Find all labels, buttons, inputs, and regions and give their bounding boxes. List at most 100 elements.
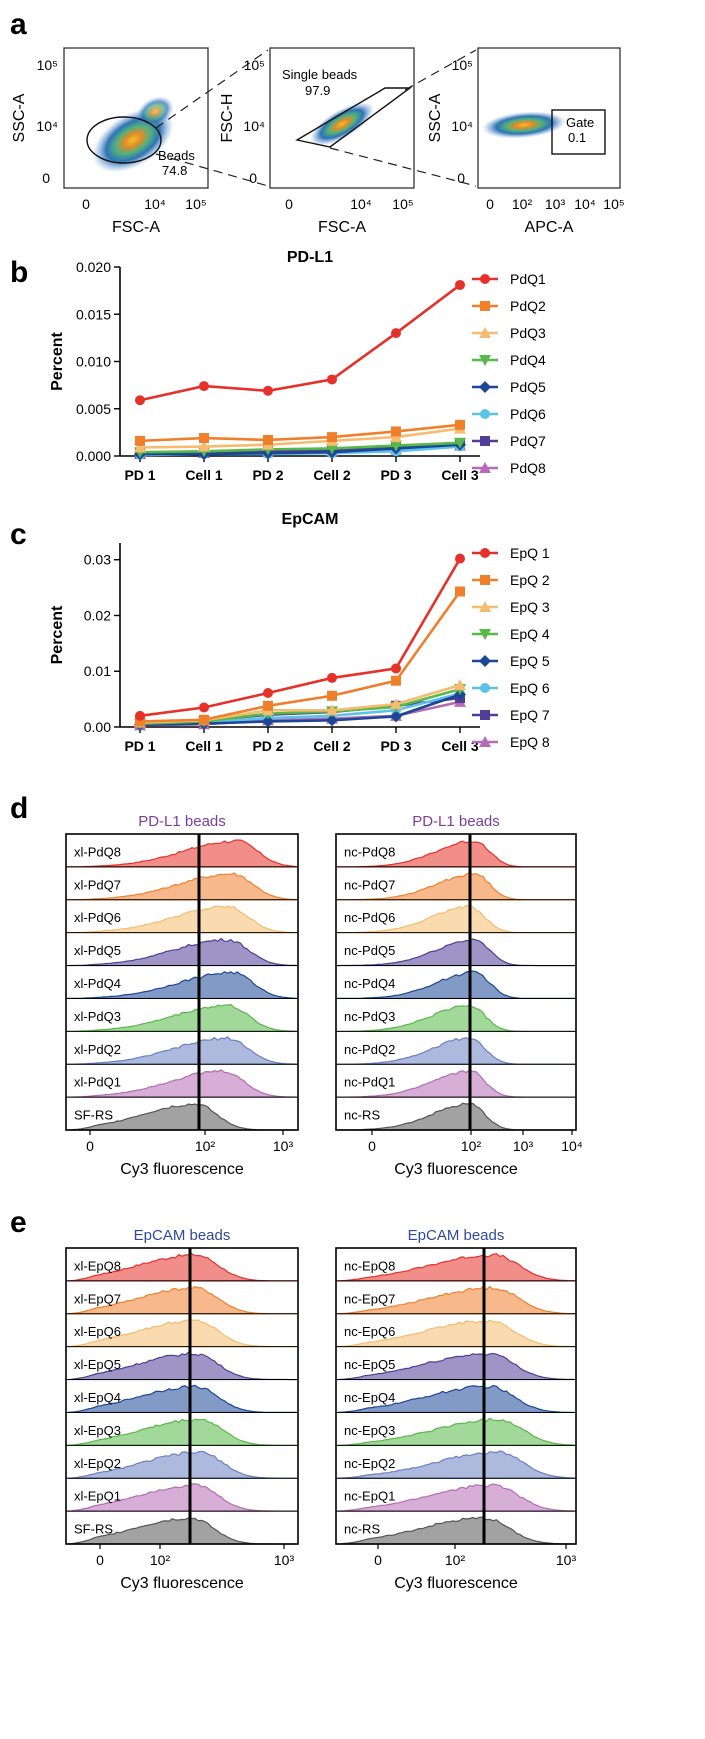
y-tick-label: 0.03 — [84, 552, 111, 568]
histogram-curve — [67, 937, 297, 967]
series-line-epq1 — [139, 557, 462, 718]
x-tick-label: 10³ — [273, 1138, 294, 1154]
row-label: SF-RS — [74, 1522, 113, 1537]
bead-cloud — [482, 111, 566, 139]
y-tick-label: 0.01 — [84, 663, 111, 679]
row-label: nc-PdQ4 — [344, 976, 395, 991]
x-tick-label: Cell 3 — [441, 738, 479, 754]
x-tick-label: PD 3 — [380, 738, 411, 754]
legend-marker — [479, 327, 491, 338]
histogram-title: PD-L1 beads — [412, 813, 500, 830]
row-label: xl-EpQ2 — [74, 1456, 121, 1471]
legend-label: PdQ3 — [510, 325, 546, 341]
bead-cloud-upper — [136, 96, 174, 128]
row-label: nc-RS — [344, 1108, 380, 1123]
series-line-pdq5 — [140, 443, 461, 456]
row-label: nc-EpQ7 — [344, 1291, 395, 1306]
legend-label: EpQ 8 — [510, 734, 550, 750]
data-point-pdq2 — [391, 426, 401, 437]
data-point-pdq1 — [455, 279, 465, 290]
pdl1-line-chart: PD-L1 Percent 0.000 0.005 0.010 0.015 0.020 PD … — [49, 249, 546, 483]
zoom-line — [404, 49, 477, 91]
legend-label: EpQ 7 — [510, 707, 550, 723]
row-label: xl-EpQ6 — [74, 1324, 121, 1339]
histogram-curve — [337, 1516, 575, 1545]
x-tick: 0 — [82, 196, 90, 212]
x-axis-label: Cy3 fluorescence — [394, 1161, 518, 1178]
x-tick-label: 10² — [150, 1552, 171, 1568]
y-tick-label: 0.00 — [84, 719, 111, 735]
legend-label: PdQ6 — [510, 406, 546, 422]
legend-marker — [479, 736, 491, 747]
histogram-frame — [335, 1247, 577, 1545]
data-point-epq1 — [327, 672, 337, 683]
legend-marker — [479, 629, 491, 640]
data-point-epq3 — [390, 698, 402, 710]
x-tick: 10⁵ — [185, 196, 206, 212]
x-tick: 10⁵ — [392, 196, 413, 212]
x-tick-label: 0 — [86, 1138, 94, 1154]
row-label: nc-PdQ2 — [344, 1042, 395, 1057]
row-label: xl-PdQ8 — [74, 844, 121, 859]
x-tick-label: 0 — [96, 1552, 104, 1568]
y-tick: 10⁴ — [243, 118, 265, 134]
x-axis-label: APC-A — [525, 219, 574, 236]
row-label: xl-EpQ4 — [74, 1390, 121, 1405]
histogram-curve — [67, 1069, 297, 1098]
bead-cloud — [310, 102, 374, 146]
y-tick-label: 0.010 — [76, 354, 111, 370]
row-label: nc-RS — [344, 1522, 380, 1537]
row-label: nc-EpQ3 — [344, 1423, 395, 1438]
y-tick: 0 — [457, 170, 465, 186]
x-axis-label: Cy3 fluorescence — [120, 1575, 244, 1592]
y-tick: 10⁴ — [451, 118, 473, 134]
histogram-title: PD-L1 beads — [138, 813, 226, 830]
legend-marker — [479, 381, 491, 393]
x-tick: 10² — [512, 196, 533, 212]
legend-label: EpQ 2 — [510, 572, 550, 588]
data-point-pdq1 — [391, 328, 401, 339]
x-tick: 10³ — [545, 196, 566, 212]
panel-label-a: a — [10, 8, 27, 41]
single-beads-gate — [295, 87, 413, 148]
beads-gate — [86, 116, 162, 164]
row-label: SF-RS — [74, 1108, 113, 1123]
y-tick-label: 0.02 — [84, 607, 111, 623]
row-label: xl-EpQ8 — [74, 1258, 121, 1273]
histogram-curve — [67, 1036, 297, 1065]
histogram-curve — [67, 1450, 297, 1479]
histogram-frame — [335, 833, 577, 1131]
data-point-pdq4 — [454, 437, 466, 449]
data-point-pdq3 — [390, 431, 402, 443]
row-label: xl-PdQ2 — [74, 1042, 121, 1057]
legend-label: EpQ 4 — [510, 626, 550, 642]
row-label: nc-PdQ6 — [344, 910, 395, 925]
y-tick: 10⁴ — [36, 118, 58, 134]
data-point-pdq1 — [263, 385, 273, 396]
data-point-pdq4 — [326, 443, 338, 455]
flow-plot-2: Single beads 97.9 10⁵ 10⁴ 0 0 10⁴ 10⁵ FS… — [219, 47, 415, 236]
legend-label: PdQ2 — [510, 298, 546, 314]
histogram-curve — [337, 1483, 575, 1512]
data-point-pdq2 — [263, 434, 273, 445]
row-label: nc-PdQ7 — [344, 877, 395, 892]
flow-plot-3: Gate 0.1 10⁵ 10⁴ 0 0 10² 10³ 10⁴ 10⁵ APC… — [427, 47, 625, 236]
y-tick-label: 0.015 — [76, 306, 111, 322]
y-tick: 0 — [249, 170, 257, 186]
legend-marker — [480, 274, 490, 284]
histogram-curve — [67, 971, 297, 1000]
histogram-frame — [65, 833, 299, 1131]
panel-label-b: b — [10, 256, 28, 289]
y-tick-label: 0.020 — [76, 259, 111, 275]
chart-title: PD-L1 — [287, 249, 333, 266]
zoom-line — [155, 49, 269, 129]
epcam-line-chart: EpCAM Percent 0.00 0.01 0.02 0.03 PD 1 Cell 1 PD… — [49, 511, 550, 754]
data-point-pdq2 — [135, 435, 145, 446]
zoom-line — [329, 147, 477, 187]
data-point-epq2 — [263, 700, 273, 711]
legend-label: PdQ1 — [510, 271, 546, 287]
legend-label: EpQ 5 — [510, 653, 550, 669]
data-point-pdq3 — [198, 440, 210, 452]
panel-label-e: e — [10, 1206, 27, 1239]
data-point-pdq1 — [135, 395, 145, 406]
